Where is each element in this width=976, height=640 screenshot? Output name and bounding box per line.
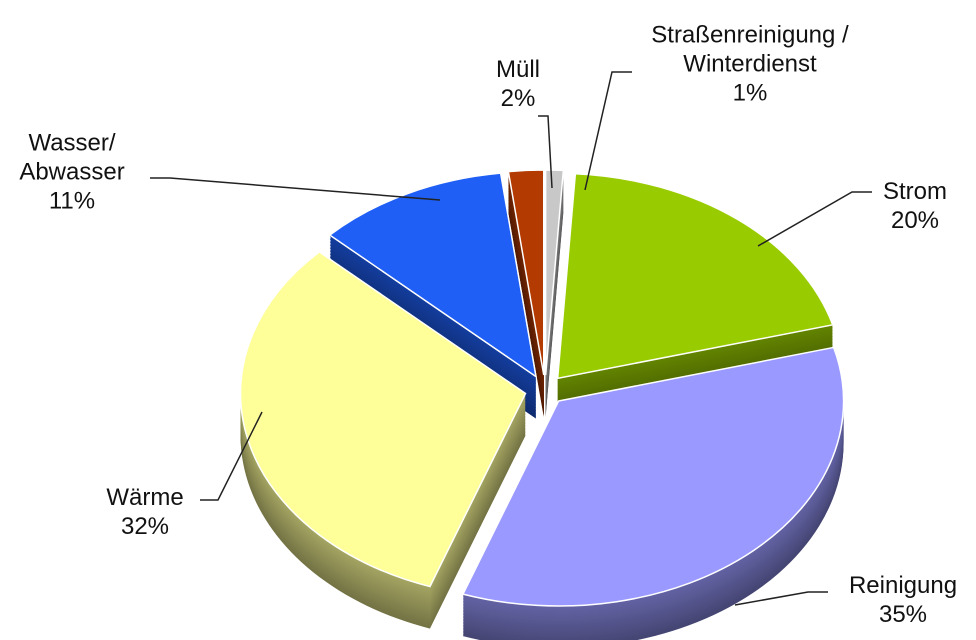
slice [507, 169, 545, 376]
slices [239, 169, 845, 640]
value-label: 2% [500, 85, 536, 112]
slice-label: Reinigung 35% [828, 571, 976, 629]
category-label: Strom [882, 178, 947, 205]
slice-label: Wärme 32% [85, 483, 205, 541]
leader-line [200, 411, 263, 501]
slice [544, 169, 565, 376]
leader-line [150, 177, 441, 201]
value-label: 35% [878, 601, 928, 628]
leader-line [757, 191, 872, 247]
leader-line [584, 71, 632, 191]
category-label: Reinigung [848, 572, 958, 599]
slice-label: Müll 2% [473, 55, 563, 113]
leader-line [734, 591, 828, 606]
value-label: 11% [48, 187, 96, 215]
slice-label: Straßenreinigung / Winterdienst 1% [635, 21, 865, 108]
slice [556, 172, 834, 380]
value-label: 1% [732, 79, 768, 107]
category-label: Wasser/ Abwasser [19, 129, 125, 186]
value-label: 32% [120, 513, 170, 540]
slice-label: Strom 20% [855, 177, 975, 235]
category-label: Straßenreinigung / Winterdienst [651, 21, 849, 78]
leader-line [538, 115, 553, 189]
slice [328, 172, 538, 379]
slice [461, 346, 845, 607]
slice-label: Wasser/ Abwasser 11% [7, 129, 137, 216]
leader-lines [150, 71, 872, 606]
value-label: 20% [890, 207, 940, 234]
category-label: Wärme [106, 484, 184, 511]
category-label: Müll [495, 56, 540, 83]
